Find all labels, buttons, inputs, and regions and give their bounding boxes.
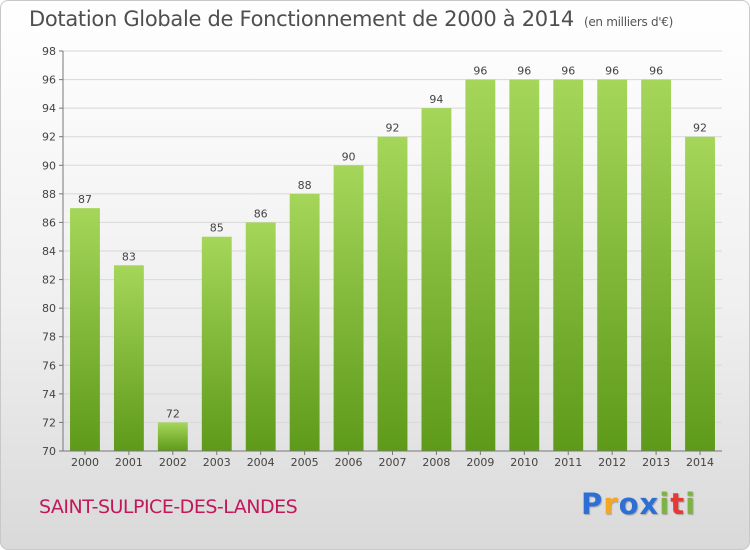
bar [465, 79, 496, 452]
commune-name: SAINT-SULPICE-DES-LANDES [39, 496, 298, 518]
x-tick-label: 2012 [598, 456, 626, 469]
data-label: 96 [517, 65, 531, 78]
x-tick-label: 2005 [291, 456, 319, 469]
chart-title: Dotation Globale de Fonctionnement de 20… [29, 7, 673, 31]
y-tick-label: 92 [42, 131, 56, 144]
logo-letter: P [581, 487, 604, 521]
x-axis: 2000 2001 2002 2003 2004 2005 2006 2007 2008 2009… [63, 450, 722, 469]
data-label: 92 [386, 122, 400, 135]
x-tick-label: 2000 [71, 456, 99, 469]
data-label: 94 [429, 93, 443, 106]
data-label: 87 [78, 193, 92, 206]
y-tick-label: 80 [42, 302, 56, 315]
data-label: 88 [298, 179, 312, 192]
bar [597, 79, 628, 452]
y-tick-label: 70 [42, 445, 56, 458]
x-tick-label: 2007 [379, 456, 407, 469]
x-tick-label: 2008 [422, 456, 450, 469]
bar [201, 236, 232, 451]
y-tick-label: 94 [42, 102, 56, 115]
bar [553, 79, 584, 452]
data-label: 96 [649, 65, 663, 78]
y-tick-label: 88 [42, 188, 56, 201]
data-label: 86 [254, 207, 268, 220]
data-label: 92 [693, 122, 707, 135]
logo-letter: r [603, 487, 619, 521]
x-tick-label: 2003 [203, 456, 231, 469]
data-label: 96 [605, 65, 619, 78]
bar [685, 136, 715, 451]
logo-letter: i [685, 487, 697, 521]
y-axis: 70 72 74 76 78 80 82 84 86 88 90 92 94 96 98 [42, 45, 64, 458]
y-tick-label: 76 [42, 359, 56, 372]
y-tick-label: 98 [42, 45, 56, 58]
x-tick-label: 2002 [159, 456, 187, 469]
y-tick-label: 96 [42, 74, 56, 87]
x-tick-label: 2001 [115, 456, 143, 469]
logo-letter: o [618, 487, 640, 521]
bar [70, 208, 100, 451]
x-tick-label: 2013 [642, 456, 670, 469]
data-label: 83 [122, 250, 136, 263]
data-label: 85 [210, 222, 224, 235]
chart-title-text: Dotation Globale de Fonctionnement de 20… [29, 7, 574, 31]
proxiti-logo: Proxiti [581, 487, 696, 521]
bar [289, 193, 320, 451]
x-tick-label: 2014 [686, 456, 714, 469]
bar [421, 108, 452, 452]
y-tick-label: 86 [42, 216, 56, 229]
chart-subtitle: (en milliers d'€) [583, 15, 673, 29]
y-tick-label: 74 [42, 388, 56, 401]
bar [245, 222, 276, 451]
logo-letter: t [670, 487, 686, 521]
y-tick-label: 84 [42, 245, 56, 258]
data-label: 90 [342, 150, 356, 163]
bar [333, 165, 364, 452]
bar [641, 79, 672, 452]
y-tick-label: 78 [42, 331, 56, 344]
bar [509, 79, 540, 452]
y-tick-label: 72 [42, 416, 56, 429]
y-tick-label: 90 [42, 159, 56, 172]
bar [113, 265, 144, 451]
x-tick-label: 2004 [247, 456, 275, 469]
x-tick-label: 2006 [335, 456, 363, 469]
x-tick-label: 2010 [510, 456, 538, 469]
data-label: 96 [561, 65, 575, 78]
x-tick-label: 2011 [554, 456, 582, 469]
data-label: 96 [473, 65, 487, 78]
bars: 87 83 72 85 86 88 90 92 94 96 96 96 96 96 92 [70, 65, 715, 452]
logo-letter: x [639, 487, 660, 521]
data-label: 72 [166, 407, 180, 420]
logo-letter: i [659, 487, 671, 521]
bar [377, 136, 408, 451]
bar [157, 422, 188, 451]
y-tick-label: 82 [42, 274, 56, 287]
x-tick-label: 2009 [466, 456, 494, 469]
